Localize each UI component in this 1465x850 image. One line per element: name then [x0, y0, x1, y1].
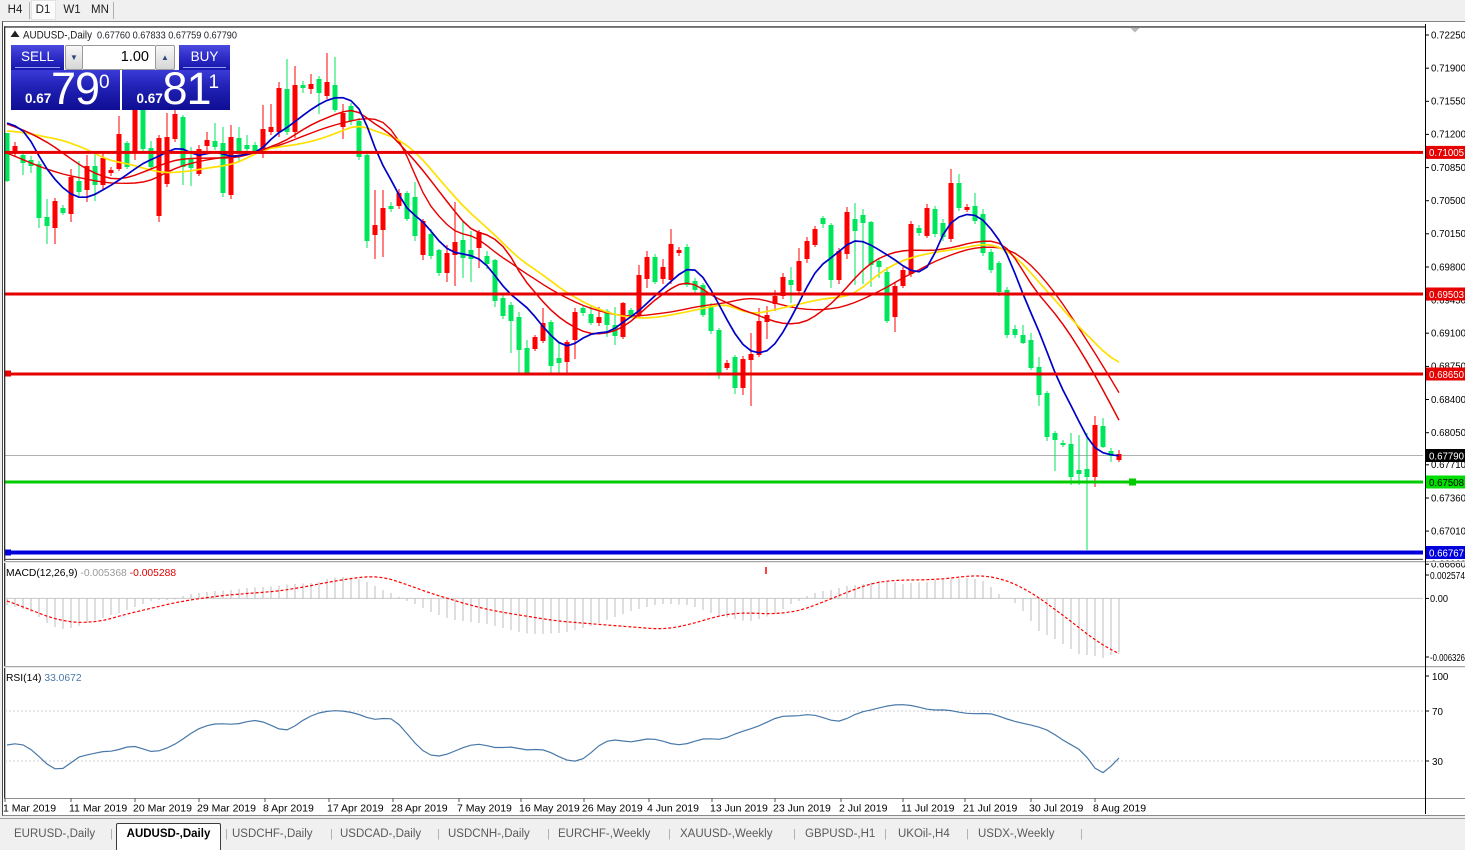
svg-text:20 Mar 2019: 20 Mar 2019 — [133, 803, 192, 815]
svg-text:29 Mar 2019: 29 Mar 2019 — [197, 803, 256, 815]
svg-text:28 Apr 2019: 28 Apr 2019 — [391, 803, 448, 815]
svg-text:0.67760 0.67833 0.67759 0.6779: 0.67760 0.67833 0.67759 0.67790 — [97, 30, 237, 42]
svg-text:0.70850: 0.70850 — [1431, 163, 1465, 174]
svg-text:100: 100 — [1432, 672, 1449, 683]
svg-text:0.69450: 0.69450 — [1431, 295, 1465, 306]
svg-text:30: 30 — [1432, 757, 1443, 768]
svg-text:0.66767: 0.66767 — [1429, 548, 1464, 559]
svg-text:0.68750: 0.68750 — [1431, 362, 1465, 373]
svg-text:0.71200: 0.71200 — [1431, 130, 1465, 141]
svg-text:0.70150: 0.70150 — [1431, 229, 1465, 240]
svg-text:23 Jun 2019: 23 Jun 2019 — [773, 803, 831, 815]
svg-text:0.69503: 0.69503 — [1429, 290, 1465, 301]
svg-text:0.67710: 0.67710 — [1431, 460, 1465, 471]
svg-text:8 Apr 2019: 8 Apr 2019 — [263, 803, 314, 815]
svg-text:2 Jul 2019: 2 Jul 2019 — [839, 803, 888, 815]
svg-text:0.71005: 0.71005 — [1429, 148, 1465, 159]
svg-text:4 Jun 2019: 4 Jun 2019 — [647, 803, 699, 815]
svg-text:0.68050: 0.68050 — [1431, 428, 1465, 439]
svg-text:0.68400: 0.68400 — [1431, 395, 1465, 406]
svg-text:26 May 2019: 26 May 2019 — [582, 803, 643, 815]
svg-text:0.69800: 0.69800 — [1431, 262, 1465, 273]
svg-text:30 Jul 2019: 30 Jul 2019 — [1029, 803, 1083, 815]
svg-text:0.00: 0.00 — [1430, 594, 1449, 605]
svg-text:0.70500: 0.70500 — [1431, 196, 1465, 207]
svg-text:0.67010: 0.67010 — [1431, 526, 1465, 537]
svg-text:0.67508: 0.67508 — [1429, 478, 1465, 489]
svg-text:0.72250: 0.72250 — [1431, 30, 1465, 41]
svg-text:13 Jun 2019: 13 Jun 2019 — [710, 803, 768, 815]
svg-text:11 Mar 2019: 11 Mar 2019 — [69, 803, 127, 815]
svg-text:1 Mar 2019: 1 Mar 2019 — [3, 803, 56, 815]
svg-text:16 May 2019: 16 May 2019 — [519, 803, 580, 815]
svg-text:11 Jul 2019: 11 Jul 2019 — [901, 803, 955, 815]
svg-text:0.71900: 0.71900 — [1431, 64, 1465, 75]
svg-text:0.69100: 0.69100 — [1431, 329, 1465, 340]
svg-text:0.67790: 0.67790 — [1429, 451, 1465, 462]
svg-text:7 May 2019: 7 May 2019 — [457, 803, 512, 815]
svg-text:AUDUSD-,Daily: AUDUSD-,Daily — [23, 30, 92, 42]
svg-text:0.67360: 0.67360 — [1431, 493, 1465, 504]
svg-text:0.002574: 0.002574 — [1430, 571, 1465, 582]
svg-text:17 Apr 2019: 17 Apr 2019 — [327, 803, 384, 815]
svg-text:21 Jul 2019: 21 Jul 2019 — [963, 803, 1017, 815]
svg-text:8 Aug 2019: 8 Aug 2019 — [1093, 803, 1146, 815]
svg-text:MACD(12,26,9) -0.005368 -0.005: MACD(12,26,9) -0.005368 -0.005288 — [6, 568, 176, 579]
svg-text:0.71550: 0.71550 — [1431, 97, 1465, 108]
svg-text:70: 70 — [1432, 707, 1443, 718]
svg-text:0.66660: 0.66660 — [1431, 560, 1465, 571]
svg-text:-0.006326: -0.006326 — [1430, 653, 1465, 664]
svg-text:0.68650: 0.68650 — [1429, 370, 1465, 381]
svg-text:RSI(14) 33.0672: RSI(14) 33.0672 — [6, 673, 82, 684]
